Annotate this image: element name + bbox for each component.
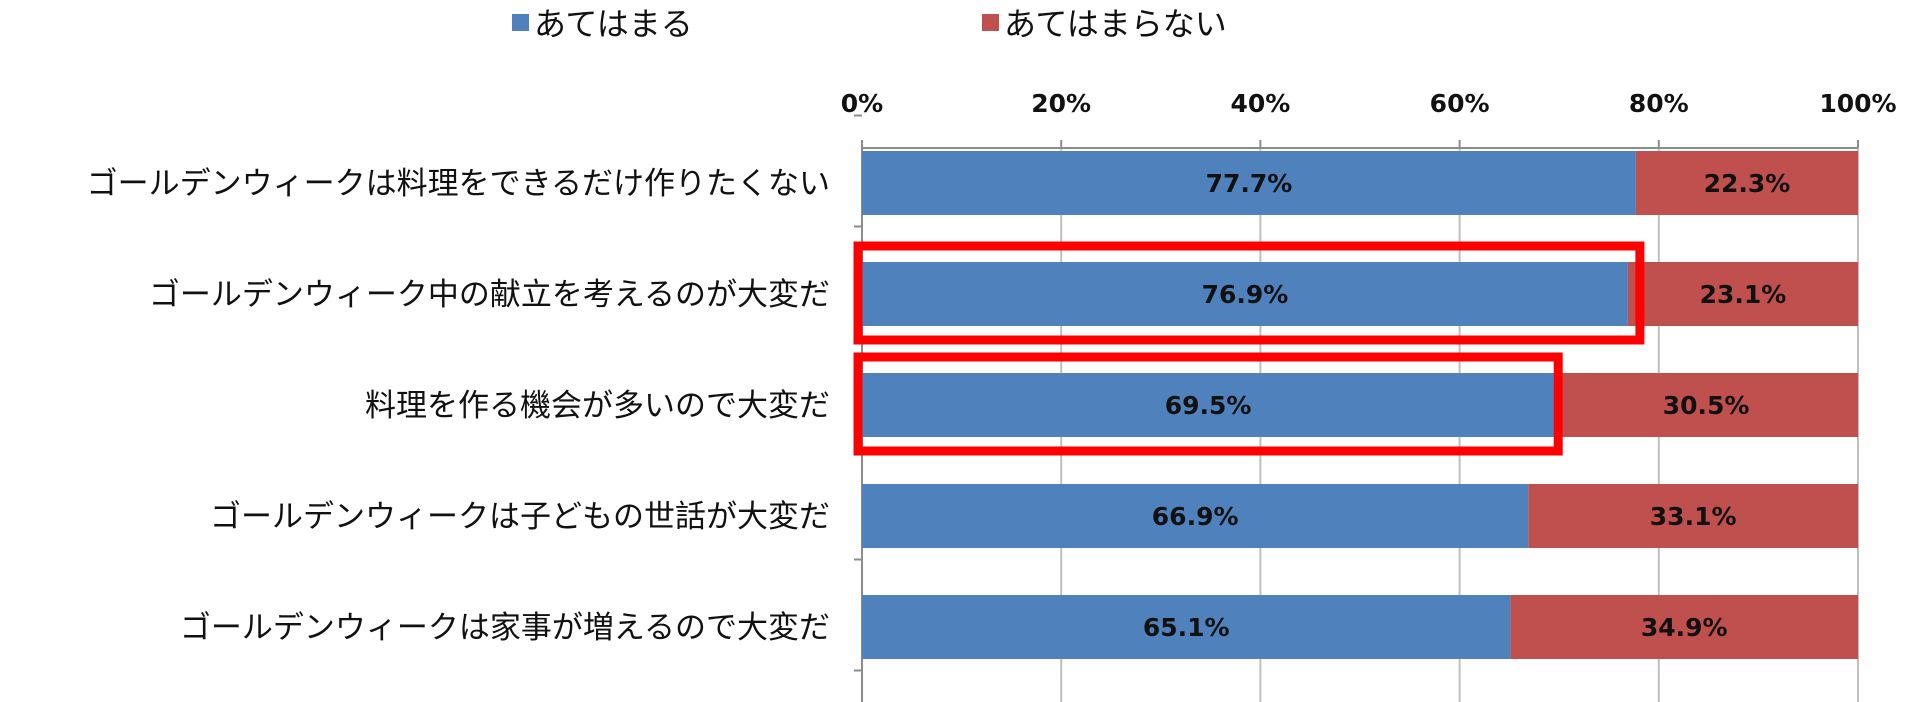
bar-segment-not-applies [1554,373,1858,437]
category-label: 料理を作る機会が多いので大変だ [365,388,830,424]
data-label: 34.9% [1641,613,1728,642]
x-axis-ticks: 0% 20% 40% 60% 80% 100% [841,89,1897,118]
bar-segment-not-applies [1635,151,1858,215]
data-label: 76.9% [1202,280,1289,309]
bar-segment-not-applies [1627,262,1858,326]
legend-swatch [512,14,529,31]
bar-segment-applies [862,595,1511,659]
x-tick-label: 60% [1430,89,1490,118]
data-label: 77.7% [1206,169,1293,198]
data-label: 23.1% [1700,280,1787,309]
data-label: 30.5% [1663,391,1750,420]
x-tick-label: 100% [1819,89,1896,118]
legend-label: あてはまらない [1004,5,1227,43]
x-tick-label: 20% [1031,89,1091,118]
data-label: 65.1% [1143,613,1230,642]
x-tick-label: 80% [1629,89,1689,118]
category-label: ゴールデンウィークは子どもの世話が大変だ [210,499,830,535]
highlight-boxes [853,241,1645,456]
highlight-box [853,352,1563,456]
data-labels: 77.7% 22.3% 76.9% 23.1% 69.5% 30.5% 66.9% 33.1%… [1143,169,1790,642]
bar-segment-applies [862,262,1628,326]
category-labels: ゴールデンウィークは料理をできるだけ作りたくないゴールデンウィーク中の献立を考え… [87,166,830,646]
legend-label: あてはまる [534,5,693,43]
category-label: ゴールデンウィーク中の献立を考えるのが大変だ [149,277,830,313]
bar-segment-applies [862,484,1529,548]
bar-segment-not-applies [1510,595,1858,659]
x-tick-label: 0% [841,89,883,118]
legend: あてはまる あてはまらない [512,5,1227,43]
legend-swatch [982,14,999,31]
data-label: 22.3% [1704,169,1791,198]
data-label: 66.9% [1152,502,1239,531]
highlight-box [853,241,1645,345]
bars [862,151,1858,659]
bar-segment-not-applies [1528,484,1858,548]
category-label: ゴールデンウィークは家事が増えるので大変だ [180,610,830,646]
bar-segment-applies [862,373,1555,437]
data-label: 33.1% [1650,502,1737,531]
bar-segment-applies [862,151,1636,215]
category-label: ゴールデンウィークは料理をできるだけ作りたくない [87,166,830,202]
data-label: 69.5% [1165,391,1252,420]
x-tick-label: 40% [1230,89,1290,118]
